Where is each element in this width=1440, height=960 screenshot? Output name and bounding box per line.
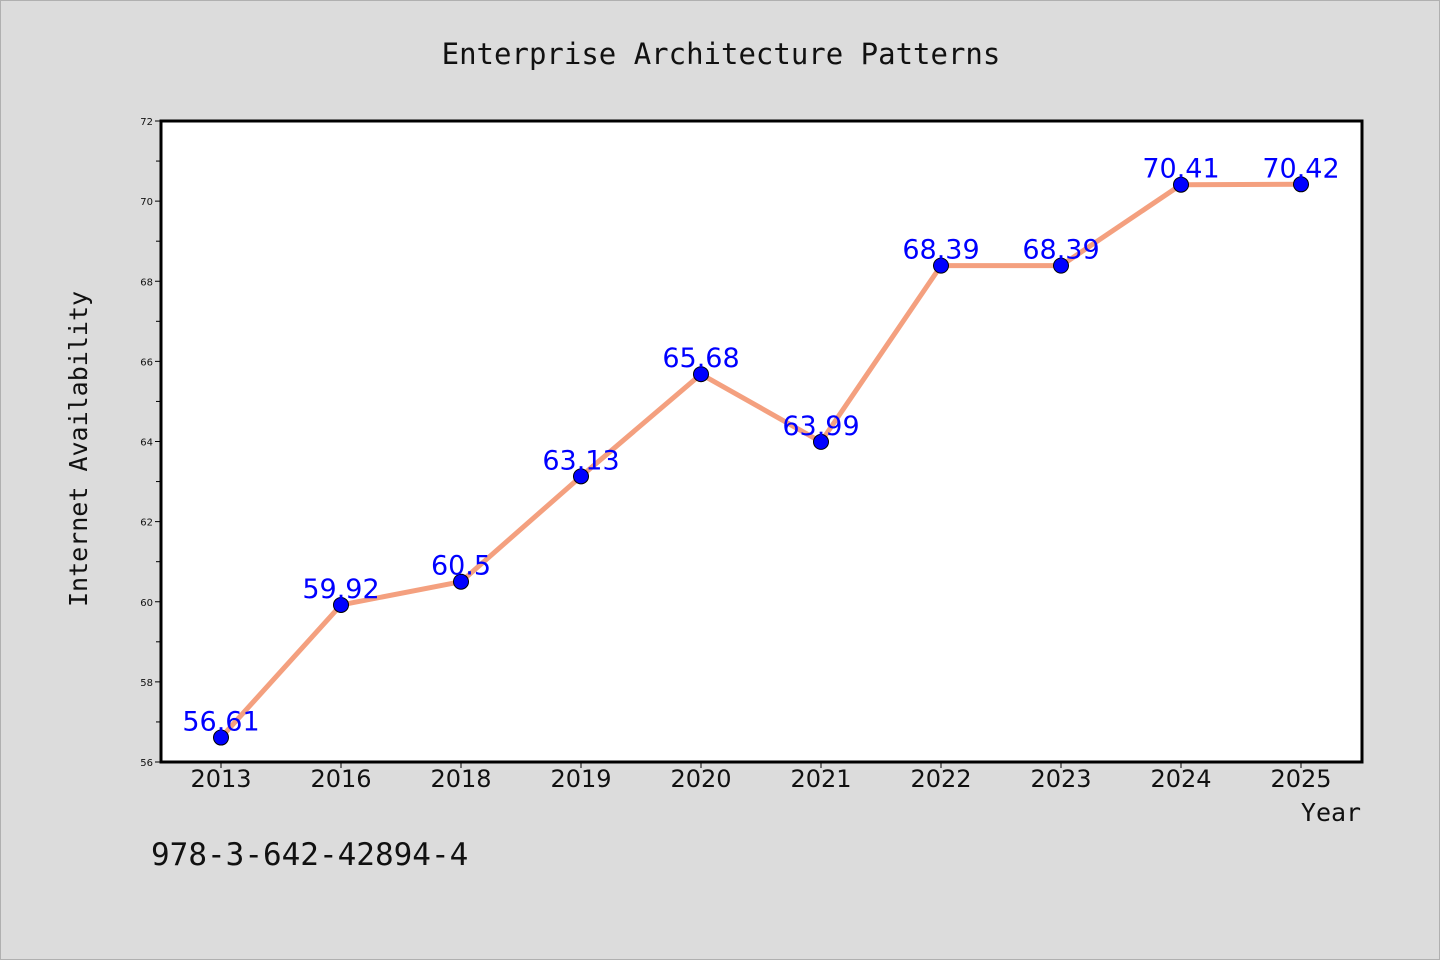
chart-title: Enterprise Architecture Patterns: [442, 37, 1001, 71]
x-tick-label: 2018: [430, 765, 491, 793]
data-labels: 56.61 59.92 60.5 63.13 65.68 63.99 68.39 68.39 7…: [182, 153, 1339, 737]
x-axis-title: Year: [1301, 798, 1361, 827]
y-tick-label: 56: [140, 758, 153, 769]
x-tick-label: 2019: [550, 765, 611, 793]
data-label: 68.39: [902, 235, 979, 266]
y-tick-label: 72: [140, 117, 153, 128]
data-label: 68.39: [1022, 235, 1099, 266]
x-tick-label: 2025: [1270, 765, 1331, 793]
x-tick-label: 2013: [190, 765, 251, 793]
data-label: 60.5: [431, 551, 491, 582]
y-axis-title: Internet Availability: [64, 291, 93, 607]
y-tick-label: 66: [140, 357, 153, 368]
x-tick-label: 2022: [910, 765, 971, 793]
x-tick-label: 2024: [1150, 765, 1211, 793]
data-point: [213, 729, 229, 746]
y-tick-label: 58: [140, 678, 153, 689]
plot-area: [159, 119, 1364, 764]
x-tick-label: 2021: [790, 765, 851, 793]
data-label: 59.92: [302, 574, 379, 605]
y-tick-label: 60: [140, 598, 153, 609]
series-line: [218, 181, 1304, 741]
data-label: 63.99: [782, 411, 859, 442]
data-point: [1293, 176, 1309, 193]
data-label: 70.41: [1142, 154, 1219, 185]
x-tick-label: 2020: [670, 765, 731, 793]
data-point: [573, 468, 589, 485]
y-axis: 56 58 60 62 64 66 68 70 72: [140, 117, 161, 769]
data-label: 70.42: [1262, 153, 1339, 184]
isbn-footnote: 978-3-642-42894-4: [151, 837, 468, 873]
data-point: [813, 433, 829, 450]
data-point: [933, 257, 949, 274]
y-tick-label: 70: [140, 197, 153, 208]
y-tick-label: 68: [140, 277, 153, 288]
x-axis: 2013 2016 2018 2019 2020 2021 2022 2023 2024 2025: [190, 762, 1332, 793]
data-point: [333, 596, 349, 613]
data-point: [1173, 176, 1189, 193]
data-label: 56.61: [182, 707, 259, 738]
data-point: [693, 366, 709, 383]
data-label: 65.68: [662, 343, 739, 374]
data-label: 63.13: [542, 445, 619, 476]
data-point: [453, 573, 469, 590]
x-tick-label: 2016: [310, 765, 371, 793]
data-point: [1053, 257, 1069, 274]
y-tick-label: 64: [140, 438, 153, 449]
y-tick-label: 62: [140, 518, 153, 529]
x-tick-label: 2023: [1030, 765, 1091, 793]
series-markers: [213, 176, 1309, 746]
